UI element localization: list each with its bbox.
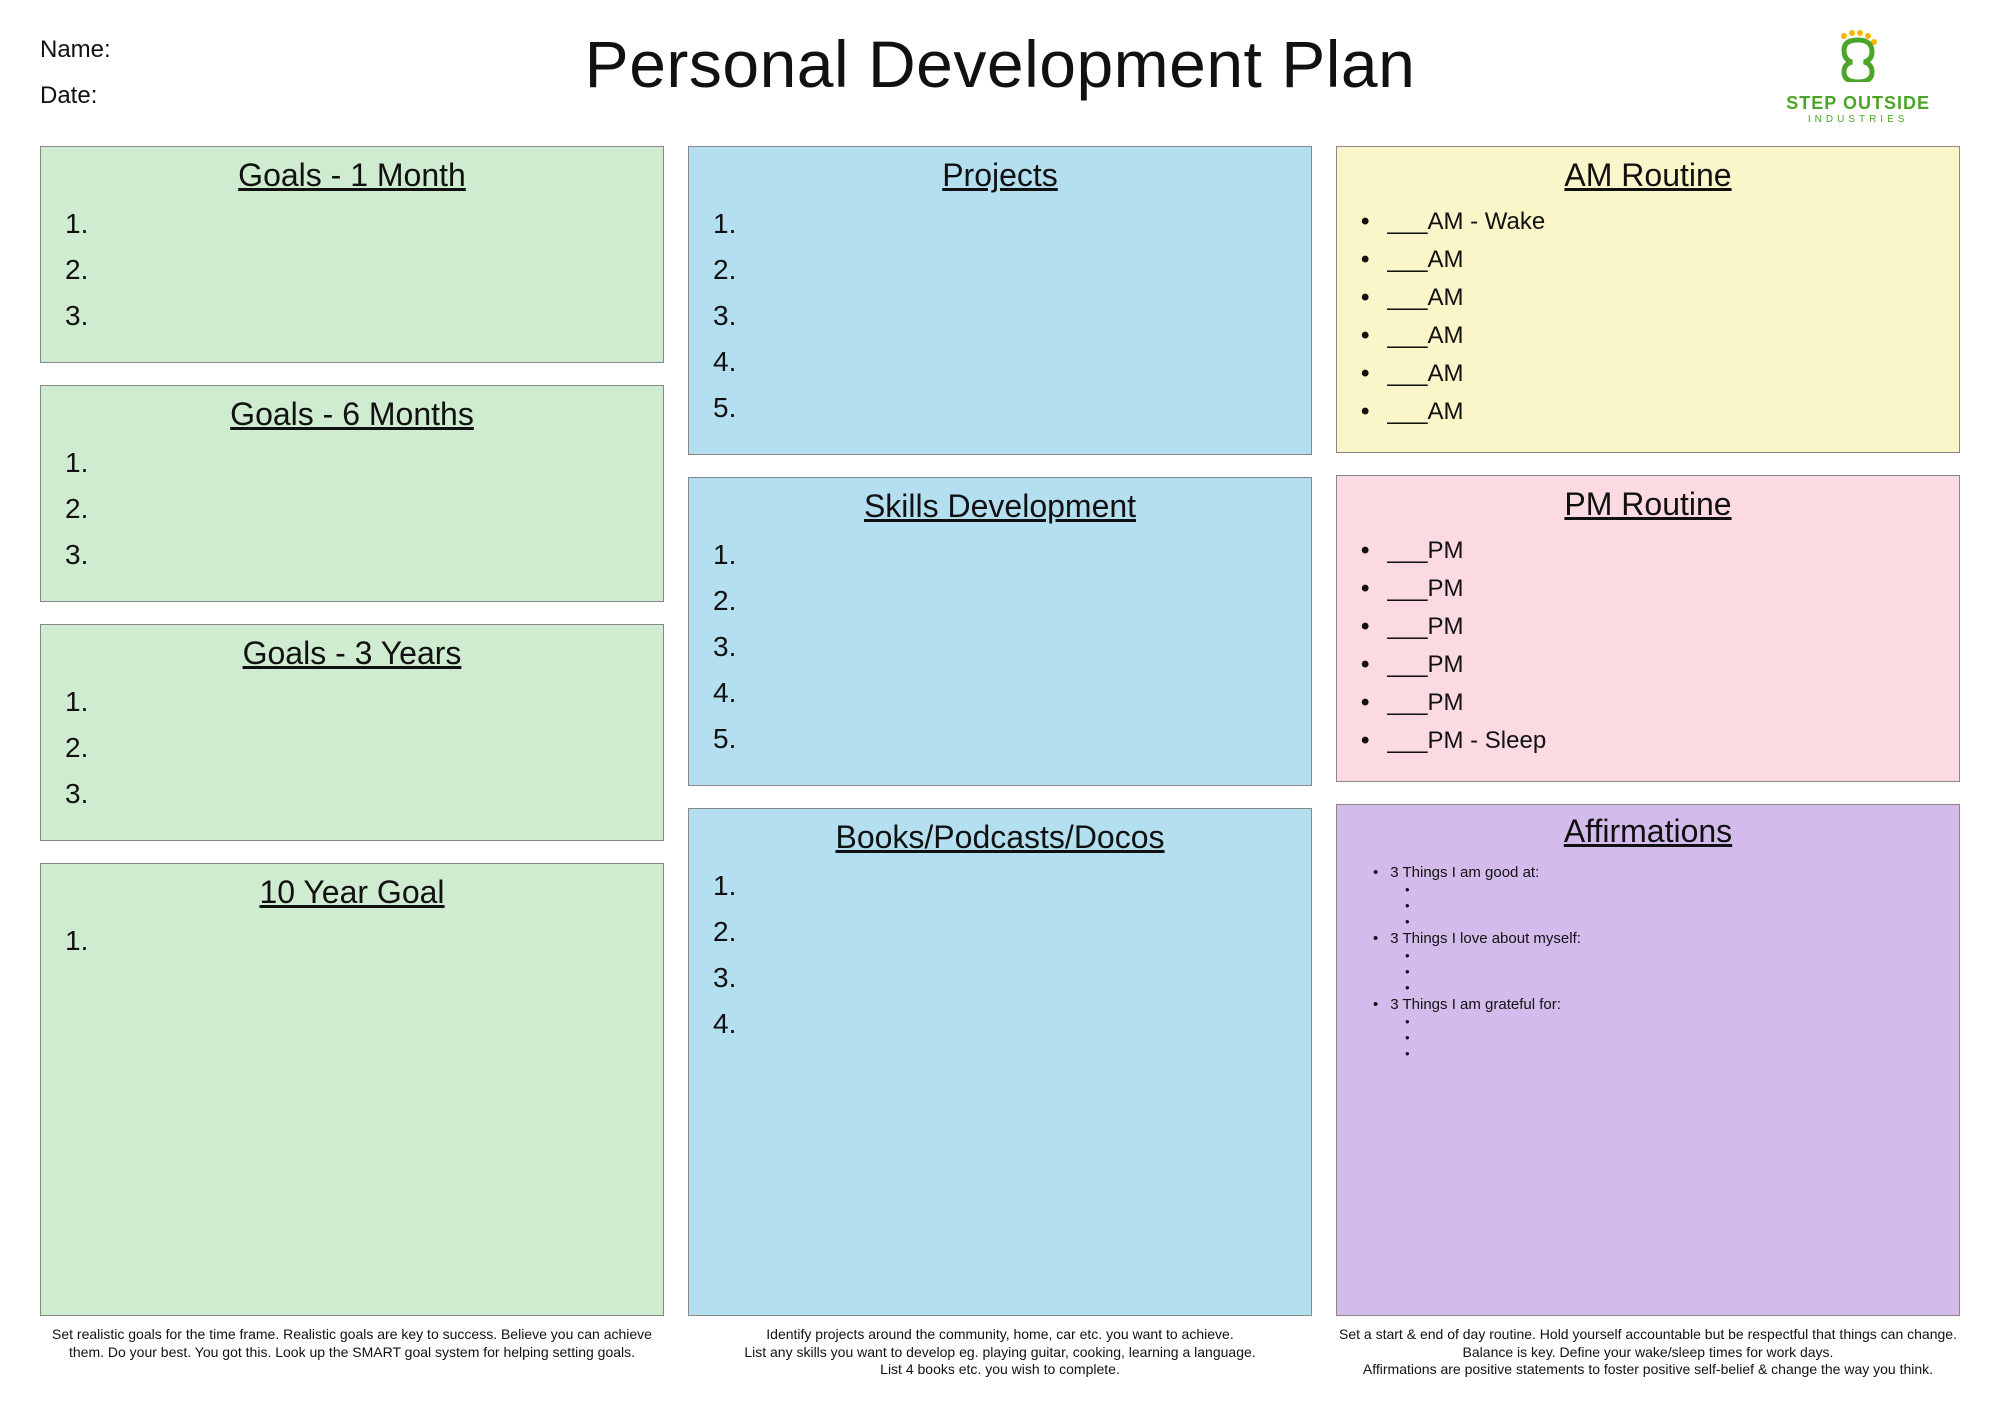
list-item: 2. (713, 585, 1287, 617)
sub-item (1405, 948, 1935, 963)
list-item: ___AM - Wake (1361, 208, 1935, 236)
logo-text-2: INDUSTRIES (1786, 114, 1930, 125)
list-item: ___PM - Sleep (1361, 727, 1935, 755)
footer-col-1: Set realistic goals for the time frame. … (40, 1326, 664, 1379)
list-item: 5. (713, 723, 1287, 755)
panel-affirmations: Affirmations 3 Things I am good at: 3 Th… (1336, 804, 1960, 1316)
panel-10-year-goal: 10 Year Goal 1. (40, 863, 664, 1316)
list-item: 1. (713, 208, 1287, 240)
panel-title: Goals - 3 Years (65, 635, 639, 672)
list-item: 2. (65, 493, 639, 525)
page-title: Personal Development Plan (340, 26, 1660, 102)
panel-projects: Projects 1. 2. 3. 4. 5. (688, 146, 1312, 455)
footer-col-2: Identify projects around the community, … (688, 1326, 1312, 1379)
sub-item (1405, 898, 1935, 913)
list-item: ___PM (1361, 575, 1935, 603)
list-item: 5. (713, 392, 1287, 424)
list-item: 1. (65, 925, 639, 957)
list-item: 3 Things I love about myself: (1373, 930, 1935, 947)
sub-item (1405, 1014, 1935, 1029)
list-item: 4. (713, 677, 1287, 709)
list-item: 3. (65, 539, 639, 571)
list-item: ___AM (1361, 284, 1935, 312)
list-item: 3 Things I am good at: (1373, 864, 1935, 881)
list-item: ___PM (1361, 689, 1935, 717)
panel-title: 10 Year Goal (65, 874, 639, 911)
list-item: 1. (713, 870, 1287, 902)
list-item: ___PM (1361, 537, 1935, 565)
list-item: 3. (713, 300, 1287, 332)
list-item: 3. (713, 962, 1287, 994)
list-item: ___PM (1361, 651, 1935, 679)
footprint-icon (1786, 30, 1930, 91)
panel-books-podcasts-docos: Books/Podcasts/Docos 1. 2. 3. 4. (688, 808, 1312, 1316)
footer-col-3: Set a start & end of day routine. Hold y… (1336, 1326, 1960, 1379)
list-item: 3. (713, 631, 1287, 663)
list-item: 1. (713, 539, 1287, 571)
panel-pm-routine: PM Routine ___PM ___PM ___PM ___PM ___PM… (1336, 475, 1960, 782)
list-item: 3. (65, 778, 639, 810)
panel-title: PM Routine (1361, 486, 1935, 523)
list-item: 4. (713, 1008, 1287, 1040)
panel-title: AM Routine (1361, 157, 1935, 194)
panel-goals-1-month: Goals - 1 Month 1. 2. 3. (40, 146, 664, 363)
list-item: ___AM (1361, 322, 1935, 350)
sub-item (1405, 914, 1935, 929)
panel-goals-6-months: Goals - 6 Months 1. 2. 3. (40, 385, 664, 602)
list-item: ___AM (1361, 246, 1935, 274)
sub-item (1405, 964, 1935, 979)
name-label: Name: (40, 36, 340, 64)
panel-title: Goals - 1 Month (65, 157, 639, 194)
list-item: 3 Things I am grateful for: (1373, 996, 1935, 1013)
list-item: ___AM (1361, 398, 1935, 426)
panel-title: Goals - 6 Months (65, 396, 639, 433)
sub-item (1405, 882, 1935, 897)
list-item: ___AM (1361, 360, 1935, 388)
panel-title: Books/Podcasts/Docos (713, 819, 1287, 856)
panel-title: Affirmations (1361, 813, 1935, 850)
panel-title: Projects (713, 157, 1287, 194)
panel-title: Skills Development (713, 488, 1287, 525)
list-item: 1. (65, 208, 639, 240)
list-item: ___PM (1361, 613, 1935, 641)
list-item: 2. (65, 732, 639, 764)
list-item: 2. (713, 254, 1287, 286)
list-item: 2. (65, 254, 639, 286)
sub-item (1405, 1046, 1935, 1061)
list-item: 4. (713, 346, 1287, 378)
list-item: 1. (65, 686, 639, 718)
panel-goals-3-years: Goals - 3 Years 1. 2. 3. (40, 624, 664, 841)
list-item: 1. (65, 447, 639, 479)
sub-item (1405, 980, 1935, 995)
sub-item (1405, 1030, 1935, 1045)
list-item: 3. (65, 300, 639, 332)
list-item: 2. (713, 916, 1287, 948)
panel-am-routine: AM Routine ___AM - Wake ___AM ___AM ___A… (1336, 146, 1960, 453)
logo: STEP OUTSIDE INDUSTRIES (1660, 30, 1960, 127)
date-label: Date: (40, 82, 340, 110)
logo-text-1: STEP OUTSIDE (1786, 93, 1930, 114)
panel-skills-development: Skills Development 1. 2. 3. 4. 5. (688, 477, 1312, 786)
